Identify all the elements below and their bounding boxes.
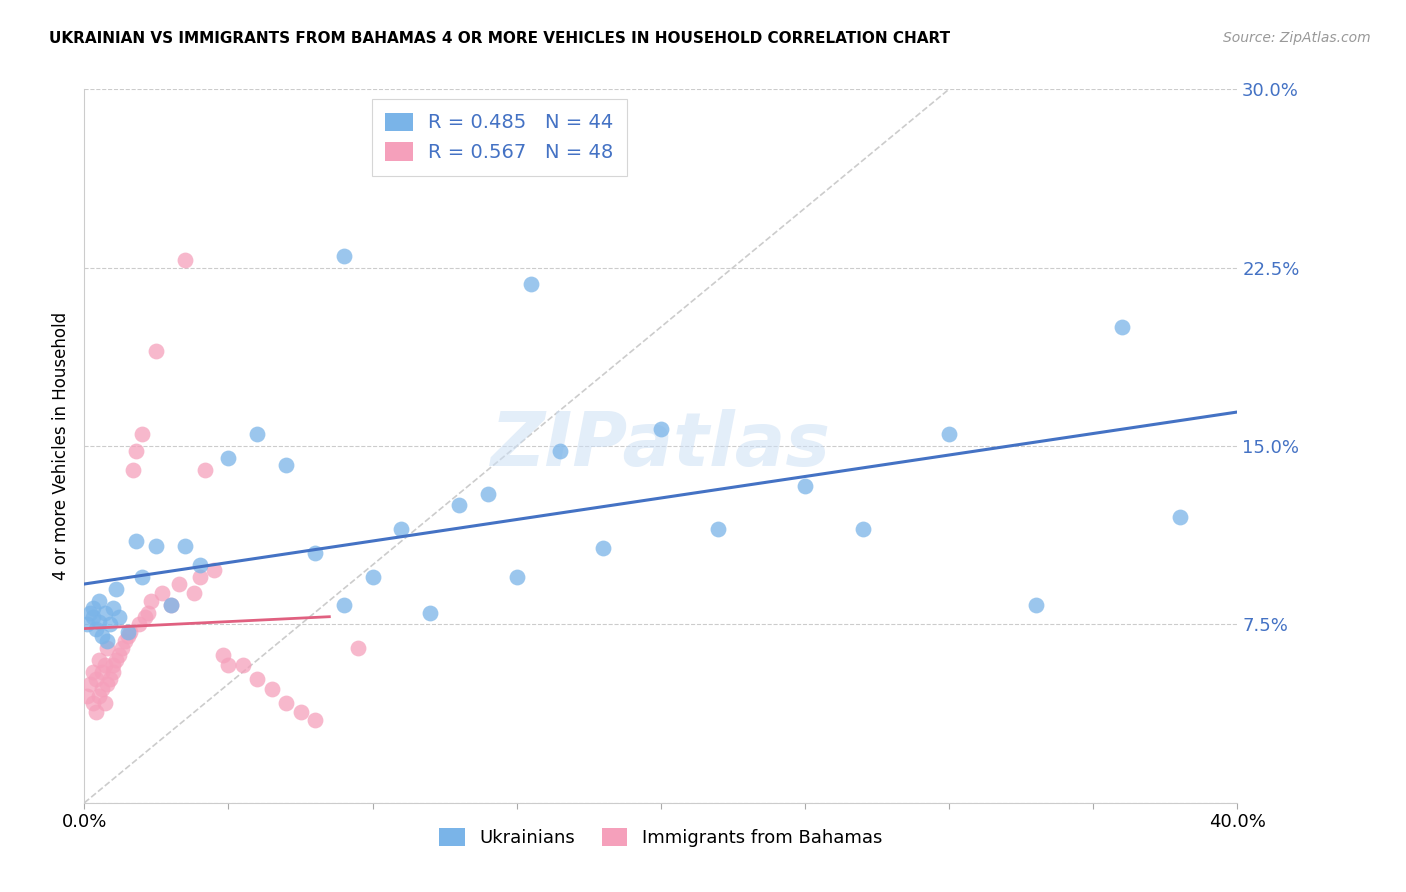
Point <box>938 427 960 442</box>
Point <box>120 624 142 639</box>
Point <box>87 689 110 703</box>
Text: UKRAINIAN VS IMMIGRANTS FROM BAHAMAS 4 OR MORE VEHICLES IN HOUSEHOLD CORRELATION: UKRAINIAN VS IMMIGRANTS FROM BAHAMAS 4 O… <box>49 31 950 46</box>
Y-axis label: 4 or more Vehicles in Household: 4 or more Vehicles in Household <box>52 312 70 580</box>
Point <box>76 689 98 703</box>
Point <box>1111 320 1133 334</box>
Point <box>260 681 283 696</box>
Point <box>506 570 529 584</box>
Point <box>82 665 104 679</box>
Point <box>333 249 356 263</box>
Point <box>84 672 107 686</box>
Point <box>125 534 148 549</box>
Point <box>211 648 233 663</box>
Point <box>98 617 121 632</box>
Point <box>108 648 131 663</box>
Point <box>103 600 124 615</box>
Point <box>131 570 153 584</box>
Point <box>131 427 153 442</box>
Point <box>108 610 131 624</box>
Point <box>84 622 107 636</box>
Point <box>114 634 136 648</box>
Point <box>93 657 115 672</box>
Point <box>145 343 167 358</box>
Point <box>232 657 254 672</box>
Point <box>202 563 225 577</box>
Legend: Ukrainians, Immigrants from Bahamas: Ukrainians, Immigrants from Bahamas <box>432 822 890 855</box>
Point <box>96 634 118 648</box>
Point <box>134 610 156 624</box>
Point <box>145 539 167 553</box>
Point <box>449 499 471 513</box>
Point <box>103 665 124 679</box>
Point <box>361 570 384 584</box>
Point <box>103 657 124 672</box>
Point <box>246 672 269 686</box>
Point <box>87 653 110 667</box>
Point <box>707 522 730 536</box>
Point <box>160 599 183 613</box>
Point <box>391 522 413 536</box>
Point <box>477 486 499 500</box>
Point <box>852 522 875 536</box>
Point <box>333 599 356 613</box>
Point <box>117 629 139 643</box>
Point <box>128 617 150 632</box>
Point <box>105 653 128 667</box>
Point <box>183 586 205 600</box>
Point <box>304 713 326 727</box>
Point <box>93 606 115 620</box>
Point <box>290 706 312 720</box>
Point <box>87 615 110 629</box>
Point <box>122 463 145 477</box>
Point <box>276 696 298 710</box>
Point <box>79 606 101 620</box>
Point <box>160 599 183 613</box>
Point <box>87 593 110 607</box>
Point <box>218 450 240 465</box>
Point <box>111 641 134 656</box>
Point <box>139 593 162 607</box>
Point <box>520 277 543 292</box>
Point <box>174 253 197 268</box>
Point <box>117 624 139 639</box>
Point <box>419 606 441 620</box>
Text: ZIPatlas: ZIPatlas <box>491 409 831 483</box>
Point <box>1025 599 1047 613</box>
Point <box>125 443 148 458</box>
Point <box>276 458 298 472</box>
Point <box>105 582 128 596</box>
Point <box>650 422 672 436</box>
Point <box>82 600 104 615</box>
Point <box>84 706 107 720</box>
Point <box>1168 510 1191 524</box>
Point <box>548 443 571 458</box>
Point <box>304 546 326 560</box>
Point <box>79 677 101 691</box>
Point <box>592 541 614 556</box>
Point <box>90 681 112 696</box>
Point <box>136 606 159 620</box>
Point <box>98 672 121 686</box>
Point <box>82 696 104 710</box>
Text: Source: ZipAtlas.com: Source: ZipAtlas.com <box>1223 31 1371 45</box>
Point <box>76 617 98 632</box>
Point <box>90 665 112 679</box>
Point <box>169 577 191 591</box>
Point <box>93 696 115 710</box>
Point <box>96 641 118 656</box>
Point <box>347 641 370 656</box>
Point <box>82 610 104 624</box>
Point <box>794 479 817 493</box>
Point <box>150 586 173 600</box>
Point <box>246 427 269 442</box>
Point <box>96 677 118 691</box>
Point <box>194 463 217 477</box>
Point <box>218 657 240 672</box>
Point <box>174 539 197 553</box>
Point <box>90 629 112 643</box>
Point <box>188 558 211 572</box>
Point <box>188 570 211 584</box>
